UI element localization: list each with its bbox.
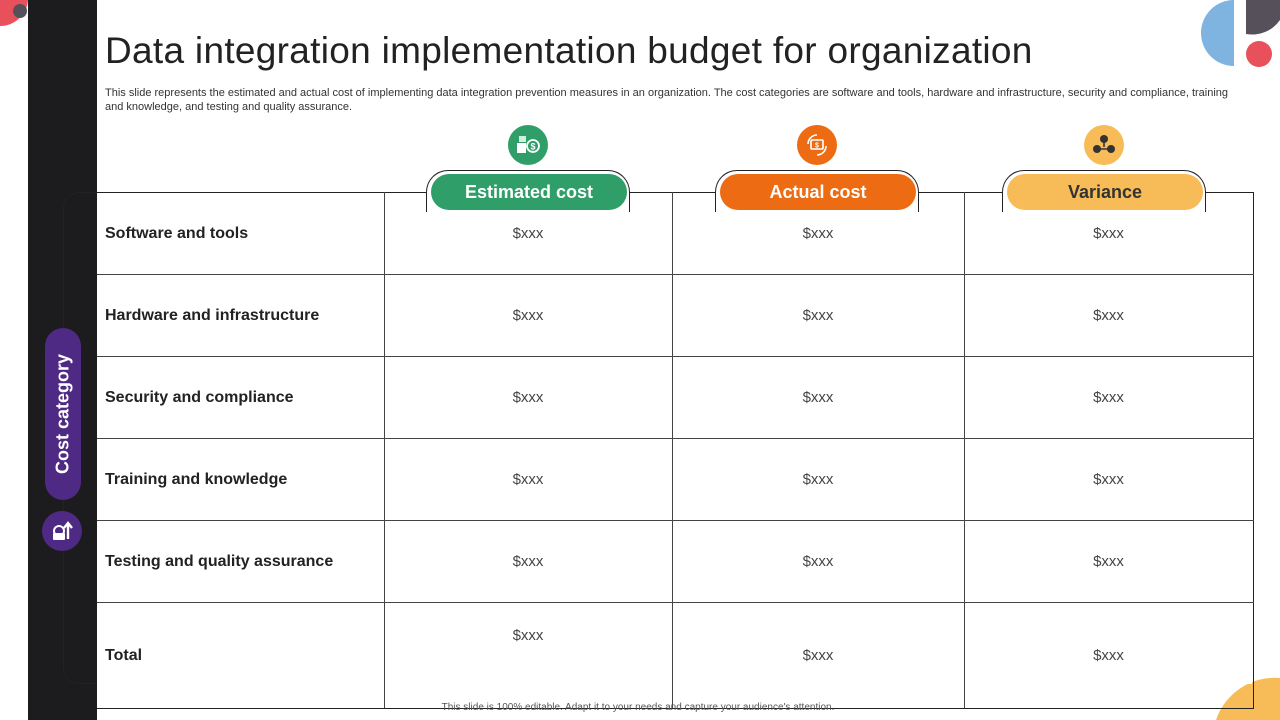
cost-category-text: Cost category [52,353,73,475]
value-cell: $xxx [963,602,1254,709]
value-cell: $xxx [671,438,965,521]
value-cell: $xxx [671,602,965,709]
footer-note: This slide is 100% editable. Adapt it to… [441,702,835,713]
budget-table: Software and tools $xxx $xxx $xxx Hardware a… [97,192,1254,709]
svg-text:$: $ [815,143,819,150]
table-row: Testing and quality assurance $xxx $xxx $xx… [97,520,1254,603]
actual-cost-header: Actual cost [715,170,919,212]
value-cell: $xxx [383,520,673,603]
top-left-decoration [0,0,28,27]
variance-header: Variance [1002,170,1206,212]
variance-label: Variance [1007,174,1203,210]
value-cell: $xxx [671,356,965,439]
svg-text:$: $ [530,142,535,152]
table-row: Training and knowledge $xxx $xxx $xxx [97,438,1254,521]
value-cell: $xxx [963,520,1254,603]
distribution-icon [1084,125,1124,165]
table-row: Total $xxx $xxx $xxx [97,602,1254,709]
category-cell: Security and compliance [97,356,385,439]
value-cell: $xxx [963,438,1254,521]
category-cell: Software and tools [97,192,385,275]
estimated-cost-header: Estimated cost [426,170,630,212]
value-cell: $xxx [383,356,673,439]
table-row: Security and compliance $xxx $xxx $xxx [97,356,1254,439]
cost-category-label: Cost category [45,328,81,500]
category-cell: Total [97,602,385,709]
value-cell: $xxx [383,274,673,357]
cash-icon: $ [508,125,548,165]
top-right-decoration [1201,0,1280,67]
page-subtitle: This slide represents the estimated and … [105,87,1229,113]
value-cell: $xxx [963,274,1254,357]
value-cell: $xxx [383,438,673,521]
value-cell: $xxx [963,356,1254,439]
category-cell: Training and knowledge [97,438,385,521]
page-title: Data integration implementation budget f… [105,30,1033,71]
table-row: Hardware and infrastructure $xxx $xxx $xxx [97,274,1254,357]
value-cell: $xxx [671,520,965,603]
value-cell: $xxx [671,274,965,357]
estimated-cost-label: Estimated cost [431,174,627,210]
category-cell: Testing and quality assurance [97,520,385,603]
actual-cost-label: Actual cost [720,174,916,210]
money-growth-icon [42,511,82,551]
value-cell: $xxx [383,602,673,709]
money-exchange-icon: $ [797,125,837,165]
category-cell: Hardware and infrastructure [97,274,385,357]
